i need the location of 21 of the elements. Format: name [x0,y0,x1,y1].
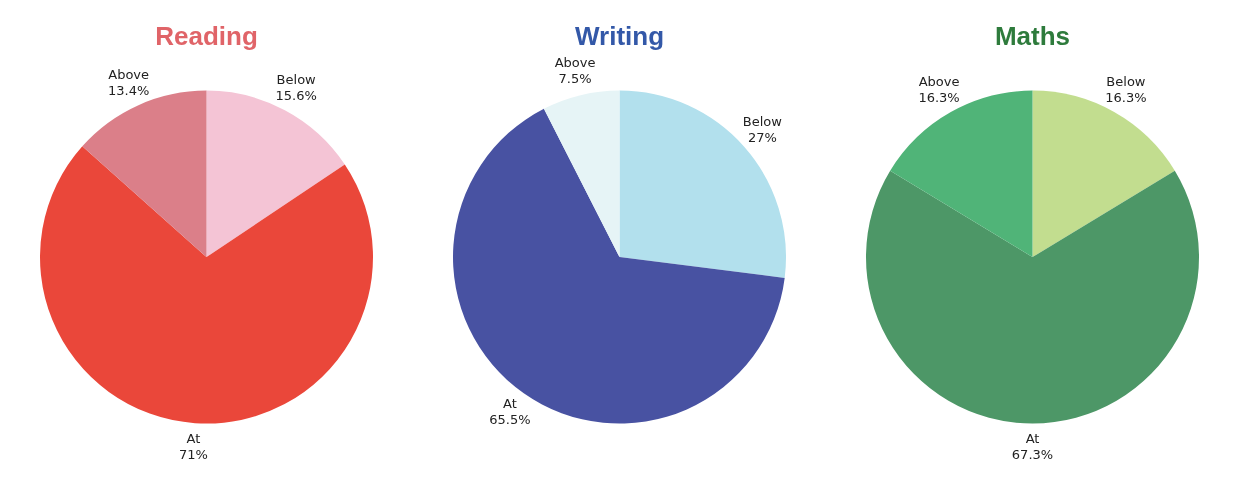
data-label: 71% [178,446,208,462]
data-label: 15.6% [275,88,317,104]
slice-label: Below [1106,74,1146,90]
slice-label: At [1025,430,1040,446]
data-label: 16.3% [1105,90,1147,106]
slice-label: Above [554,55,596,71]
chart-title: Maths [994,20,1071,51]
slice-label: At [503,396,517,412]
slice-label: Below [276,72,317,88]
slice-label: Above [108,66,150,82]
slice-label: Below [742,114,783,130]
data-label: 16.3% [918,90,960,106]
data-label: 13.4% [108,82,150,98]
data-label: 27% [747,130,777,146]
chart-title: Writing [574,20,665,51]
slice-label: Above [918,74,960,90]
data-label: 67.3% [1011,446,1054,462]
data-label: 65.5% [489,412,531,428]
data-label: 7.5% [558,71,592,87]
chart-title: Reading [155,20,258,51]
slice-label: At [186,430,201,446]
